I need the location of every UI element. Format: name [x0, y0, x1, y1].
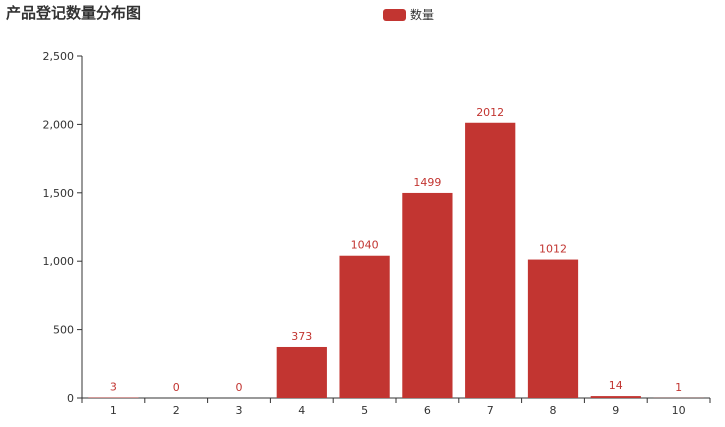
bar — [276, 346, 327, 398]
x-tick-label: 9 — [612, 404, 619, 417]
x-tick-label: 3 — [236, 404, 243, 417]
legend-swatch — [383, 8, 406, 21]
y-tick-label: 2,000 — [43, 118, 75, 131]
data-label: 14 — [609, 379, 623, 392]
data-label: 373 — [291, 330, 312, 343]
data-label: 1040 — [351, 239, 379, 252]
data-label: 0 — [173, 381, 180, 394]
plot-area: 05001,0001,5002,0002,5003102033734104051… — [43, 50, 711, 417]
bar — [339, 255, 390, 398]
data-label: 1012 — [539, 243, 567, 256]
x-tick-label: 5 — [361, 404, 368, 417]
y-tick-label: 1,000 — [43, 255, 75, 268]
legend-label: 数量 — [410, 8, 435, 22]
bar — [402, 192, 453, 398]
data-label: 0 — [236, 381, 243, 394]
data-label: 1 — [675, 381, 682, 394]
bar — [590, 396, 641, 398]
data-label: 1499 — [413, 176, 441, 189]
bar — [465, 122, 516, 399]
x-tick-label: 1 — [110, 404, 117, 417]
x-tick-label: 8 — [550, 404, 557, 417]
y-tick-label: 2,500 — [43, 50, 75, 63]
y-tick-label: 1,500 — [43, 187, 75, 200]
legend[interactable]: 数量 — [383, 6, 434, 23]
data-label: 2012 — [476, 106, 504, 119]
y-tick-label: 0 — [67, 392, 74, 405]
chart-title: 产品登记数量分布图 — [6, 4, 142, 22]
x-tick-label: 10 — [672, 404, 686, 417]
bar — [527, 259, 579, 398]
x-tick-label: 2 — [173, 404, 180, 417]
x-tick-label: 4 — [298, 404, 305, 417]
y-tick-label: 500 — [53, 324, 74, 337]
x-tick-label: 6 — [424, 404, 431, 417]
x-tick-label: 7 — [487, 404, 494, 417]
data-label: 3 — [110, 381, 117, 394]
